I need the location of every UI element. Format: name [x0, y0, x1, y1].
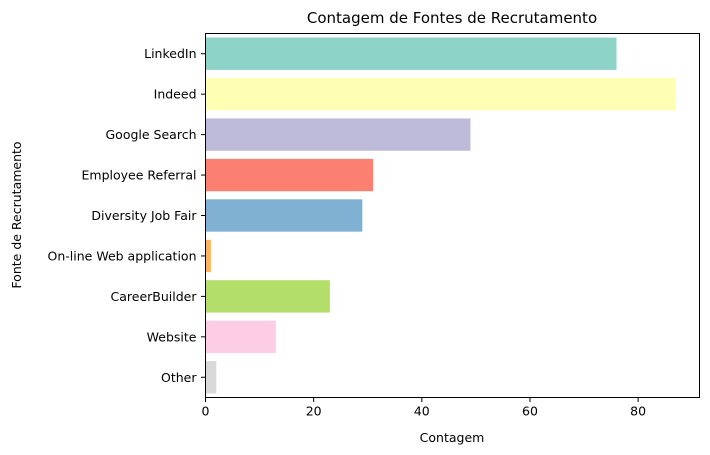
- x-tick-label: 20: [306, 404, 322, 419]
- bars-group: [205, 37, 676, 394]
- y-tick-label: On-line Web application: [48, 248, 197, 263]
- x-axis-label: Contagem: [420, 430, 485, 445]
- y-tick-label: CareerBuilder: [111, 289, 198, 304]
- bar-linkedin: [205, 37, 617, 70]
- bar-website: [205, 320, 276, 354]
- chart-title: Contagem de Fontes de Recrutamento: [307, 9, 597, 27]
- y-tick-label: Website: [147, 329, 197, 344]
- y-tick-label: Google Search: [106, 127, 197, 142]
- x-tick-label: 60: [522, 404, 538, 419]
- y-axis-ticks: LinkedIn Indeed Google Search Employee Refe…: [48, 46, 206, 385]
- y-tick-label: Employee Referral: [82, 168, 197, 183]
- x-tick-label: 80: [630, 404, 646, 419]
- bar-careerbuilder: [205, 280, 330, 313]
- bar-diversity-job-fair: [205, 199, 363, 232]
- bar-google-search: [205, 118, 471, 151]
- y-tick-label: Indeed: [154, 87, 197, 102]
- y-axis-label: Fonte de Recrutamento: [9, 141, 24, 288]
- bar-on-line-web-application: [205, 239, 211, 273]
- bar-indeed: [205, 77, 676, 111]
- y-tick-label: Diversity Job Fair: [91, 208, 197, 223]
- bar-employee-referral: [205, 158, 374, 192]
- bar-other: [205, 361, 217, 394]
- x-tick-label: 0: [202, 404, 210, 419]
- x-axis-ticks: 0 20 40 60 80: [202, 397, 646, 419]
- x-tick-label: 40: [414, 404, 430, 419]
- y-tick-label: LinkedIn: [144, 46, 196, 61]
- plot-frame: [205, 33, 700, 398]
- y-tick-label: Other: [161, 370, 197, 385]
